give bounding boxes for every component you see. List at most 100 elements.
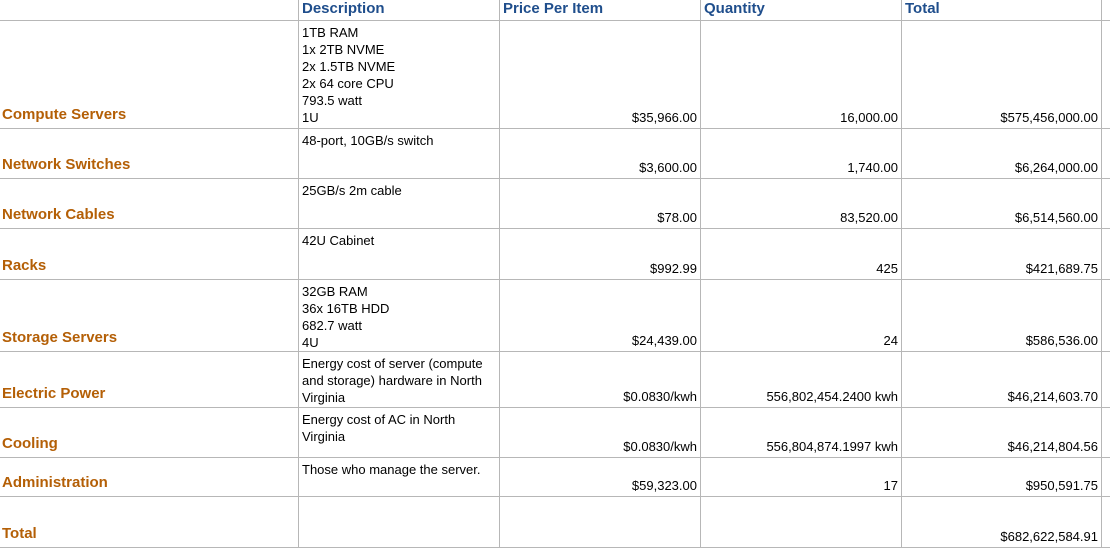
description-cell[interactable] (298, 497, 499, 547)
quantity-cell[interactable]: 556,802,454.2400 kwh (700, 352, 901, 407)
total-row: Total $682,622,584.91 (0, 497, 1110, 548)
category-cell[interactable]: Cooling (0, 408, 298, 457)
table-row: Electric Power Energy cost of server (co… (0, 352, 1110, 408)
total-value: $46,214,804.56 (1007, 439, 1098, 454)
quantity-cell[interactable]: 83,520.00 (700, 179, 901, 228)
quantity-value: 425 (876, 261, 898, 276)
table-row: Storage Servers 32GB RAM 36x 16TB HDD 68… (0, 280, 1110, 352)
category-cell[interactable]: Network Cables (0, 179, 298, 228)
table-row: Cooling Energy cost of AC in North Virgi… (0, 408, 1110, 458)
total-value: $6,264,000.00 (1014, 160, 1098, 175)
header-price-label: Price Per Item (503, 0, 604, 17)
price-value: $992.99 (650, 261, 697, 276)
category-cell[interactable]: Electric Power (0, 352, 298, 407)
header-description-label: Description (302, 0, 385, 17)
category-label: Network Switches (2, 156, 131, 173)
category-label: Network Cables (2, 206, 115, 223)
description-text: 42U Cabinet (302, 233, 375, 248)
description-cell[interactable]: 42U Cabinet (298, 229, 499, 279)
total-cell[interactable]: $575,456,000.00 (901, 21, 1102, 128)
quantity-value: 556,804,874.1997 kwh (766, 439, 898, 454)
total-value: $46,214,603.70 (1007, 389, 1098, 404)
total-value: $575,456,000.00 (1000, 110, 1098, 125)
quantity-value: 17 (883, 478, 898, 493)
description-cell[interactable]: Energy cost of server (compute and stora… (298, 352, 499, 407)
category-label: Administration (2, 474, 108, 491)
description-cell[interactable]: 32GB RAM 36x 16TB HDD 682.7 watt 4U (298, 280, 499, 351)
price-value: $3,600.00 (639, 160, 697, 175)
table-row: Network Cables 25GB/s 2m cable $78.00 83… (0, 179, 1110, 229)
total-cell[interactable]: $46,214,603.70 (901, 352, 1102, 407)
category-label: Compute Servers (2, 106, 127, 123)
description-cell[interactable]: 1TB RAM 1x 2TB NVME 2x 1.5TB NVME 2x 64 … (298, 21, 499, 128)
header-cell-description[interactable]: Description (298, 0, 499, 20)
category-cell[interactable]: Storage Servers (0, 280, 298, 351)
price-cell[interactable]: $24,439.00 (499, 280, 700, 351)
price-cell[interactable] (499, 497, 700, 547)
description-cell[interactable]: Those who manage the server. (298, 458, 499, 496)
quantity-value: 1,740.00 (847, 160, 898, 175)
total-value: $586,536.00 (1025, 333, 1098, 348)
quantity-cell[interactable]: 425 (700, 229, 901, 279)
price-cell[interactable]: $3,600.00 (499, 129, 700, 178)
header-total-label: Total (905, 0, 940, 17)
price-value: $24,439.00 (631, 333, 697, 348)
description-text: 32GB RAM 36x 16TB HDD 682.7 watt 4U (302, 284, 390, 350)
grand-total-value: $682,622,584.91 (1000, 529, 1098, 544)
table-row: Administration Those who manage the serv… (0, 458, 1110, 497)
total-value: $421,689.75 (1025, 261, 1098, 276)
description-cell[interactable]: 25GB/s 2m cable (298, 179, 499, 228)
price-cell[interactable]: $0.0830/kwh (499, 352, 700, 407)
total-cell[interactable]: $682,622,584.91 (901, 497, 1102, 547)
price-value: $35,966.00 (631, 110, 697, 125)
price-value: $59,323.00 (631, 478, 697, 493)
category-label: Total (2, 525, 37, 542)
description-text: 25GB/s 2m cable (302, 183, 402, 198)
total-cell[interactable]: $421,689.75 (901, 229, 1102, 279)
quantity-cell[interactable] (700, 497, 901, 547)
total-value: $950,591.75 (1025, 478, 1098, 493)
total-cell[interactable]: $6,264,000.00 (901, 129, 1102, 178)
quantity-cell[interactable]: 1,740.00 (700, 129, 901, 178)
category-cell[interactable]: Network Switches (0, 129, 298, 178)
quantity-cell[interactable]: 24 (700, 280, 901, 351)
category-cell[interactable]: Total (0, 497, 298, 547)
total-cell[interactable]: $950,591.75 (901, 458, 1102, 496)
total-cell[interactable]: $46,214,804.56 (901, 408, 1102, 457)
total-value: $6,514,560.00 (1014, 210, 1098, 225)
description-text: Energy cost of AC in North Virginia (302, 412, 456, 444)
header-row: Description Price Per Item Quantity Tota… (0, 0, 1110, 21)
total-cell[interactable]: $586,536.00 (901, 280, 1102, 351)
category-cell[interactable]: Racks (0, 229, 298, 279)
quantity-cell[interactable]: 17 (700, 458, 901, 496)
category-label: Cooling (2, 435, 58, 452)
table-row: Network Switches 48-port, 10GB/s switch … (0, 129, 1110, 179)
table-row: Compute Servers 1TB RAM 1x 2TB NVME 2x 1… (0, 21, 1110, 129)
category-cell[interactable]: Compute Servers (0, 21, 298, 128)
category-cell[interactable]: Administration (0, 458, 298, 496)
description-cell[interactable]: 48-port, 10GB/s switch (298, 129, 499, 178)
quantity-value: 556,802,454.2400 kwh (766, 389, 898, 404)
header-cell-quantity[interactable]: Quantity (700, 0, 901, 20)
header-cell-price[interactable]: Price Per Item (499, 0, 700, 20)
description-cell[interactable]: Energy cost of AC in North Virginia (298, 408, 499, 457)
quantity-cell[interactable]: 556,804,874.1997 kwh (700, 408, 901, 457)
header-quantity-label: Quantity (704, 0, 765, 17)
price-cell[interactable]: $59,323.00 (499, 458, 700, 496)
price-cell[interactable]: $992.99 (499, 229, 700, 279)
description-text: 48-port, 10GB/s switch (302, 133, 434, 148)
description-text: 1TB RAM 1x 2TB NVME 2x 1.5TB NVME 2x 64 … (302, 25, 396, 125)
description-text: Energy cost of server (compute and stora… (302, 356, 483, 405)
total-cell[interactable]: $6,514,560.00 (901, 179, 1102, 228)
price-cell[interactable]: $35,966.00 (499, 21, 700, 128)
price-value: $0.0830/kwh (623, 439, 697, 454)
header-cell-total[interactable]: Total (901, 0, 1102, 20)
quantity-value: 24 (883, 333, 898, 348)
category-label: Electric Power (2, 385, 106, 402)
header-cell-category[interactable] (0, 0, 298, 20)
price-value: $0.0830/kwh (623, 389, 697, 404)
quantity-cell[interactable]: 16,000.00 (700, 21, 901, 128)
price-cell[interactable]: $78.00 (499, 179, 700, 228)
price-cell[interactable]: $0.0830/kwh (499, 408, 700, 457)
